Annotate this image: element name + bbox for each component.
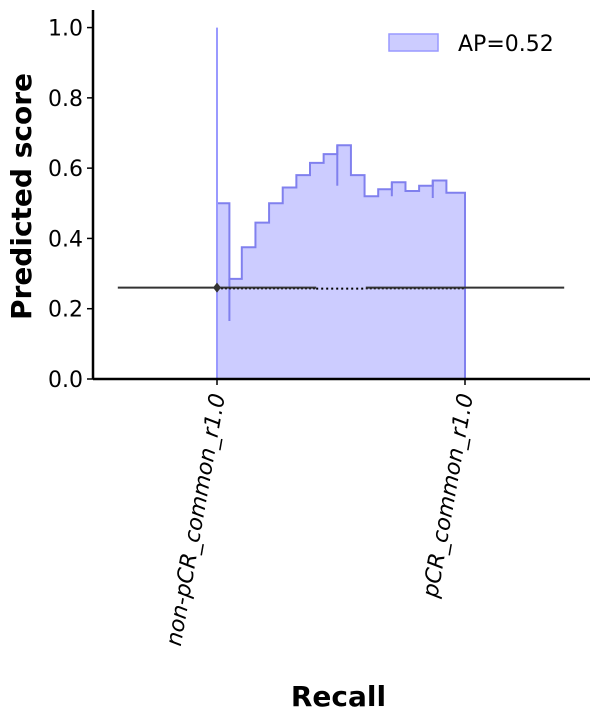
legend-swatch <box>388 33 439 52</box>
y-axis-title: Predicted score <box>5 73 38 320</box>
y-tick-label: 0.4 <box>48 227 83 252</box>
legend-label: AP=0.52 <box>458 32 554 57</box>
y-tick-label: 0.8 <box>48 87 83 112</box>
x-tick-label: pCR_common_r1.0 <box>418 392 479 601</box>
x-axis-title: Recall <box>291 680 386 713</box>
x-tick-label: non-pCR_common_r1.0 <box>162 392 231 648</box>
area-fill <box>217 145 465 379</box>
y-tick-label: 0.2 <box>48 298 83 323</box>
legend: AP=0.52 <box>388 32 554 57</box>
plot-area <box>117 27 565 379</box>
reference-marker <box>213 282 221 293</box>
y-tick-label: 0.6 <box>48 157 83 182</box>
y-tick-label: 1.0 <box>48 17 83 42</box>
y-tick-label: 0.0 <box>48 368 83 393</box>
